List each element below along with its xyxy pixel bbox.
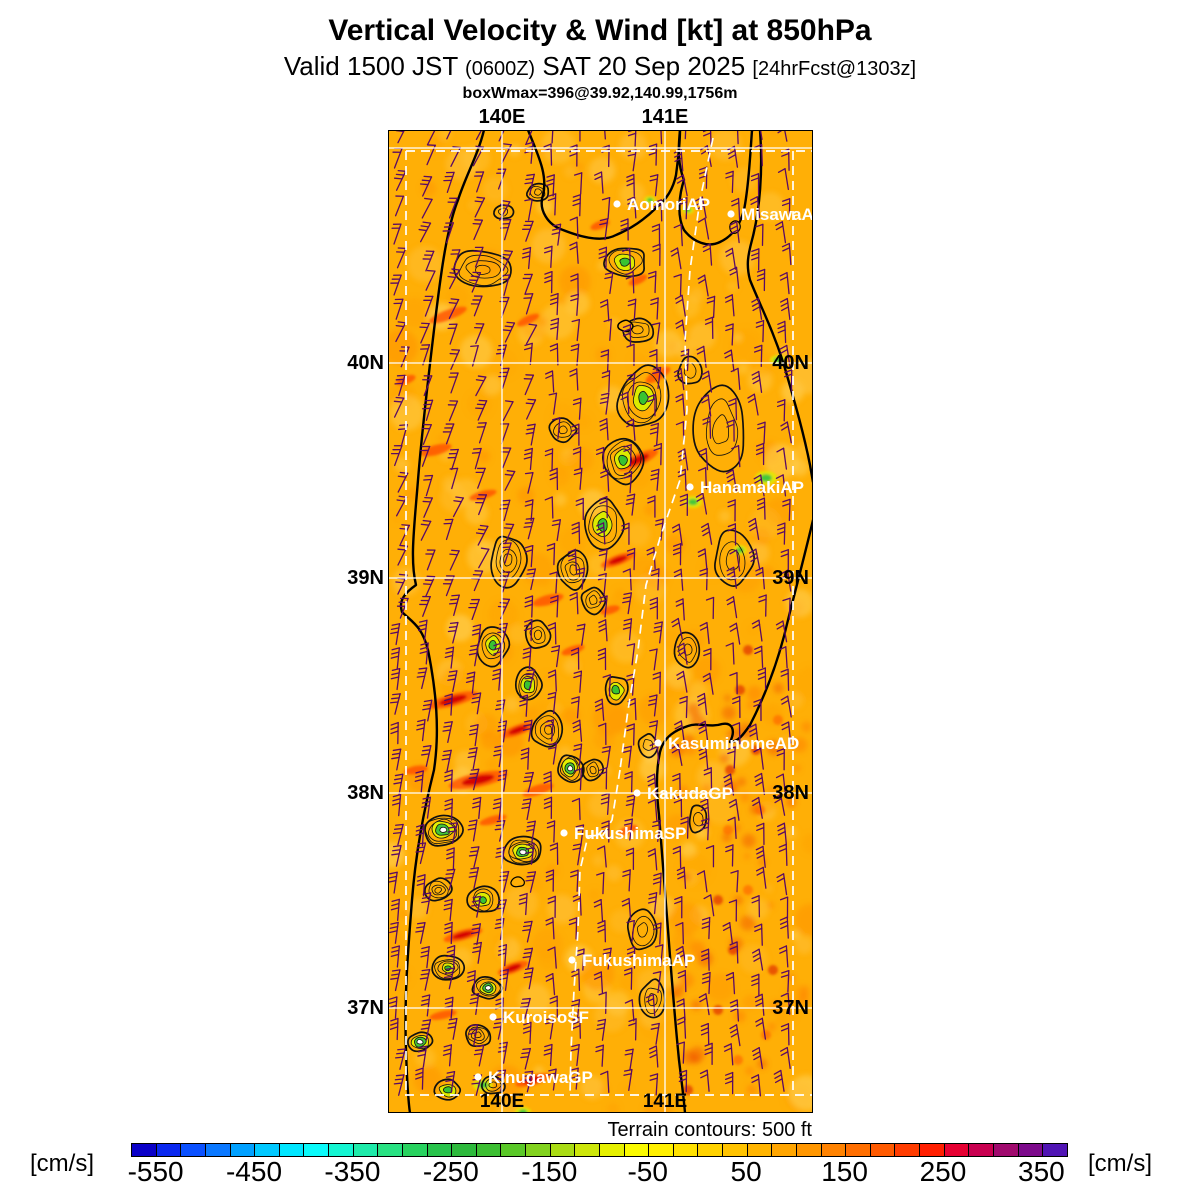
colorbar-segment bbox=[993, 1144, 1019, 1156]
colorbar-segment bbox=[402, 1144, 428, 1156]
colorbar-segment bbox=[599, 1144, 625, 1156]
colorbar-segment bbox=[772, 1144, 797, 1156]
colorbar-segment bbox=[427, 1144, 453, 1156]
station-label: HanamakiAP bbox=[700, 478, 804, 497]
station-label: KuroisoSF bbox=[503, 1008, 589, 1027]
lon-label-bottom: 141E bbox=[643, 1091, 687, 1112]
colorbar-segment bbox=[501, 1144, 526, 1156]
graticule-layer bbox=[388, 130, 813, 1113]
valid-date: SAT 20 Sep 2025 bbox=[542, 51, 746, 81]
colorbar-segment bbox=[304, 1144, 329, 1156]
colorbar-segment bbox=[747, 1144, 773, 1156]
colorbar-segment bbox=[698, 1144, 723, 1156]
station-label: FukushimaAP bbox=[582, 951, 695, 970]
colorbar-segment bbox=[452, 1144, 477, 1156]
lon-labels-bottom: 140E 141E bbox=[480, 1091, 687, 1112]
terrain-contours-note: Terrain contours: 500 ft bbox=[607, 1119, 812, 1141]
weather-map: AomoriAP MisawaAD HanamakiAP KasuminomeAD Ka… bbox=[388, 130, 813, 1113]
lat-label-left: 39N bbox=[347, 567, 384, 589]
box-wmax-line: boxWmax=396@39.92,140.99,1756m bbox=[462, 85, 738, 102]
colorbar-segment bbox=[870, 1144, 896, 1156]
lat-label-left: 38N bbox=[347, 782, 384, 804]
colorbar-segment bbox=[649, 1144, 674, 1156]
colorbar-segment bbox=[920, 1144, 945, 1156]
colorbar-segment bbox=[353, 1144, 379, 1156]
colorbar-segment bbox=[279, 1144, 305, 1156]
colorbar-segment bbox=[575, 1144, 600, 1156]
lon-label-top: 141E bbox=[641, 106, 689, 128]
colorbar-segment bbox=[550, 1144, 576, 1156]
station-marker bbox=[560, 829, 568, 837]
station-label: MisawaAD bbox=[741, 205, 813, 224]
valid-zulu: (0600Z) bbox=[465, 58, 536, 80]
station-marker bbox=[686, 483, 694, 491]
unit-label-left: [cm/s] bbox=[30, 1150, 94, 1177]
colorbar-segment bbox=[723, 1144, 748, 1156]
colorbar-tick-label: -350 bbox=[324, 1156, 381, 1187]
downdraft-streaks-layer bbox=[396, 196, 786, 1113]
station-label: KinugawaGP bbox=[488, 1068, 593, 1087]
station-marker bbox=[568, 956, 576, 964]
colorbar-segment bbox=[969, 1144, 994, 1156]
station-label: KakudaGP bbox=[647, 784, 733, 803]
page-title: Vertical Velocity & Wind [kt] at 850hPa bbox=[328, 14, 872, 47]
wind-barbs-layer bbox=[388, 130, 793, 1097]
unit-label-right: [cm/s] bbox=[1088, 1150, 1152, 1177]
map-frame bbox=[388, 130, 813, 1113]
colorbar-segment bbox=[132, 1144, 157, 1156]
colorbar-segment bbox=[329, 1144, 354, 1156]
valid-prefix: Valid 1500 JST bbox=[283, 51, 458, 81]
boundary-dashed-layer bbox=[405, 137, 813, 1096]
colorbar-segment bbox=[181, 1144, 206, 1156]
colorbar bbox=[131, 1143, 1068, 1157]
colorbar-segment bbox=[526, 1144, 551, 1156]
colorbar-segment bbox=[673, 1144, 699, 1156]
colorbar-segment bbox=[1018, 1144, 1044, 1156]
station-label: AomoriAP bbox=[627, 195, 710, 214]
colorbar-segment bbox=[1043, 1144, 1067, 1156]
station-marker bbox=[489, 1013, 497, 1021]
colorbar-segment bbox=[205, 1144, 231, 1156]
colorbar-segment bbox=[821, 1144, 847, 1156]
colorbar-tick-label: -50 bbox=[627, 1156, 668, 1187]
colorbar-segment bbox=[378, 1144, 403, 1156]
map-panel: AomoriAP MisawaAD HanamakiAP KasuminomeAD Ka… bbox=[388, 130, 813, 1113]
stations-layer: AomoriAP MisawaAD HanamakiAP KasuminomeAD Ka… bbox=[474, 195, 813, 1087]
colorbar-segment bbox=[156, 1144, 182, 1156]
header-block: Vertical Velocity & Wind [kt] at 850hPa … bbox=[0, 14, 1200, 103]
forecast-tag: [24hrFcst@1303z] bbox=[752, 58, 917, 80]
station-marker bbox=[727, 210, 735, 218]
valid-time-line: Valid 1500 JST (0600Z) SAT 20 Sep 2025 [… bbox=[0, 51, 1200, 82]
colorbar-tick-label: -150 bbox=[521, 1156, 578, 1187]
colorbar-segment bbox=[796, 1144, 822, 1156]
lat-label-left: 40N bbox=[347, 352, 384, 374]
lon-label-bottom: 140E bbox=[480, 1091, 524, 1112]
colorbar-segment bbox=[895, 1144, 920, 1156]
colorbar-tick-label: -450 bbox=[225, 1156, 283, 1187]
lat-label-left: 37N bbox=[347, 997, 384, 1019]
colorbar-tick-label: 350 bbox=[1018, 1156, 1065, 1187]
colorbar-tick-label: 50 bbox=[730, 1156, 762, 1187]
colorbar-segment bbox=[846, 1144, 871, 1156]
station-marker bbox=[474, 1073, 482, 1081]
station-label: FukushimaSP bbox=[574, 824, 686, 843]
station-marker bbox=[654, 739, 662, 747]
colorbar-segment bbox=[230, 1144, 256, 1156]
colorbar-tick-label: -250 bbox=[422, 1156, 479, 1187]
lon-label-top: 140E bbox=[478, 106, 526, 128]
colorbar-tick-label: -550 bbox=[127, 1156, 184, 1187]
colorbar-tick-label: 250 bbox=[919, 1156, 967, 1187]
colorbar-segment bbox=[624, 1144, 650, 1156]
colorbar-segment bbox=[944, 1144, 970, 1156]
colorbar-tick-label: 150 bbox=[821, 1156, 868, 1187]
station-marker bbox=[633, 789, 641, 797]
station-marker bbox=[613, 200, 621, 208]
colorbar-segment bbox=[476, 1144, 502, 1156]
colorbar-segment bbox=[255, 1144, 280, 1156]
station-label: KasuminomeAD bbox=[668, 734, 799, 753]
